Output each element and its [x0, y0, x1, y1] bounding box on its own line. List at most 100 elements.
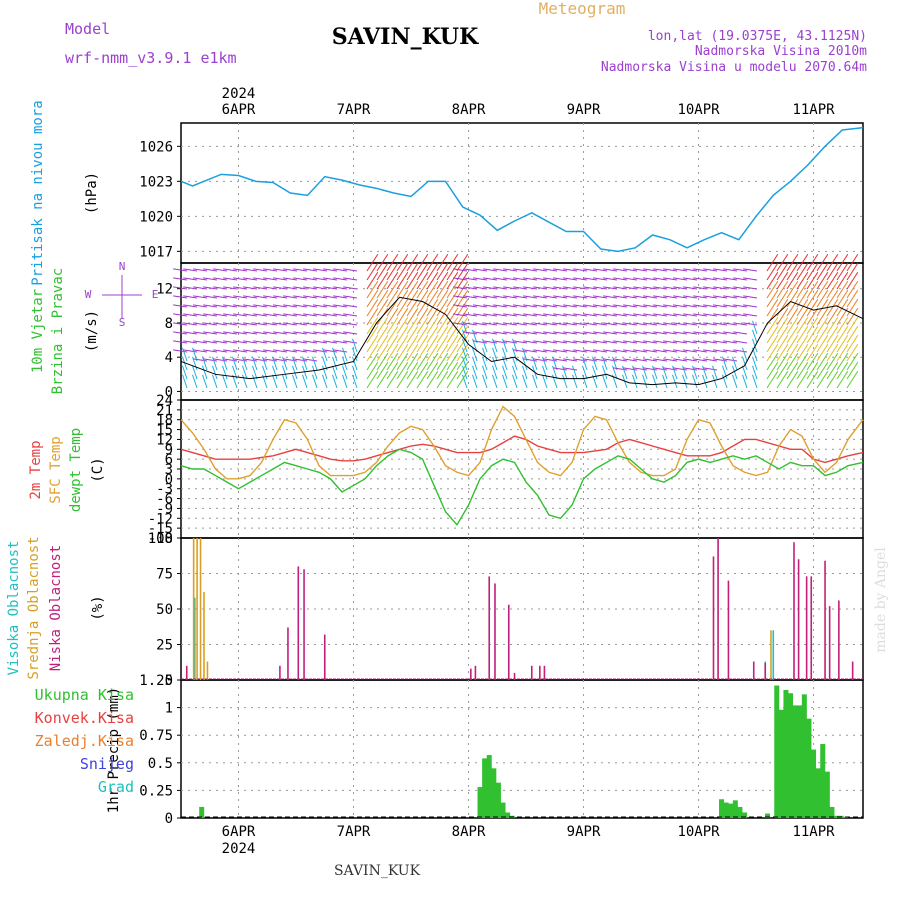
- wind-arrow: [473, 268, 488, 272]
- wind-arrow: [653, 295, 668, 299]
- wind-arrow: [796, 334, 809, 353]
- wind-arrow: [483, 268, 498, 272]
- wind-arrow: [633, 340, 648, 344]
- wind-arrow: [836, 343, 849, 362]
- y-tick-label: 0: [165, 472, 173, 488]
- wind-arrow: [366, 334, 379, 353]
- wind-arrow: [323, 268, 338, 272]
- wind-arrow: [683, 349, 698, 353]
- wind-arrow: [703, 349, 718, 353]
- wind-arrow: [682, 374, 688, 389]
- wind-arrow: [602, 374, 608, 389]
- wind-arrow: [573, 304, 588, 308]
- wind-arrow: [503, 340, 518, 344]
- wind-arrow: [613, 322, 628, 326]
- meteogram-title: Meteogram: [539, 0, 626, 18]
- wind-arrow: [416, 253, 429, 272]
- wind-arrow: [503, 304, 518, 308]
- wind-arrow: [473, 322, 488, 326]
- wind-arrow: [673, 349, 688, 353]
- wind-arrow: [703, 277, 718, 281]
- wind-arrow: [723, 349, 738, 353]
- wind-arrow: [703, 304, 718, 308]
- wind-arrow: [776, 361, 789, 380]
- wind-arrow: [653, 340, 668, 344]
- wind-arrow: [816, 316, 829, 335]
- wind-arrow: [713, 268, 728, 272]
- wind-arrow: [733, 331, 748, 335]
- wind-arrow: [543, 268, 558, 272]
- wind-arrow: [386, 352, 399, 371]
- wind-arrow: [796, 298, 809, 317]
- wind-arrow: [213, 313, 228, 317]
- wind-arrow: [283, 313, 298, 317]
- wind-arrow: [796, 343, 809, 362]
- wind-arrow: [776, 253, 789, 272]
- wind-arrow: [293, 268, 308, 272]
- y-tick-label: 75: [156, 567, 173, 583]
- wind-arrow: [816, 280, 829, 299]
- wind-arrow: [702, 374, 708, 389]
- wind-arrow: [483, 340, 498, 344]
- wind-arrow: [743, 286, 758, 290]
- wind-arrow: [553, 268, 568, 272]
- wind-arrow: [766, 316, 779, 335]
- wind-arrow: [426, 316, 439, 335]
- wind-arrow: [283, 322, 298, 326]
- wind-arrow: [376, 262, 389, 281]
- wind-arrow: [806, 370, 819, 389]
- wind-arrow: [643, 340, 658, 344]
- wind-arrow: [483, 331, 498, 335]
- wind-arrow: [436, 361, 449, 380]
- wind-arrow: [263, 349, 278, 353]
- wind-arrow: [343, 331, 358, 335]
- wind-arrow: [712, 365, 718, 380]
- x-tick-label-top: 11APR: [792, 102, 835, 118]
- wind-arrow: [743, 277, 758, 281]
- wind-arrow: [273, 322, 288, 326]
- wind-arrow: [272, 365, 278, 380]
- wind-arrow: [713, 304, 728, 308]
- wind-arrow: [313, 268, 328, 272]
- wind-arrow: [406, 343, 419, 362]
- wind-arrow: [233, 358, 248, 362]
- wind-ylabel-1: 10m Vjetar: [30, 289, 46, 373]
- wind-arrow: [796, 316, 809, 335]
- wind-arrow: [223, 286, 238, 290]
- wind-arrow: [406, 289, 419, 308]
- wind-arrow: [513, 313, 528, 317]
- wind-arrow: [282, 374, 288, 389]
- wind-arrow: [563, 277, 578, 281]
- wind-arrow: [376, 280, 389, 299]
- wind-arrow: [243, 358, 258, 362]
- wind-arrow: [796, 370, 809, 389]
- wind-arrow: [332, 374, 338, 389]
- wind-arrow: [573, 349, 588, 353]
- wind-arrow: [173, 322, 188, 326]
- wind-arrow: [223, 313, 238, 317]
- wind-arrow: [583, 340, 598, 344]
- wind-arrow: [816, 334, 829, 353]
- wind-arrow: [283, 358, 298, 362]
- wind-arrow: [303, 331, 318, 335]
- wind-arrow: [663, 367, 678, 371]
- wind-arrow: [653, 313, 668, 317]
- wind-arrow: [786, 370, 799, 389]
- wind-arrow: [333, 286, 348, 290]
- wind-arrow: [806, 271, 819, 290]
- wind-arrow: [563, 313, 578, 317]
- wind-arrow: [212, 374, 218, 389]
- wind-arrow: [683, 286, 698, 290]
- wind-arrow: [633, 304, 648, 308]
- elevation-text: Nadmorska Visina 2010m: [695, 44, 867, 59]
- wind-arrow: [223, 331, 238, 335]
- wind-arrow: [663, 286, 678, 290]
- precip-bar: [820, 744, 826, 818]
- wind-arrow: [583, 349, 598, 353]
- wind-arrow: [202, 374, 208, 389]
- wind-arrow: [806, 316, 819, 335]
- precip-bar: [486, 755, 492, 818]
- wind-arrow: [203, 349, 218, 353]
- wind-arrow: [493, 286, 508, 290]
- wind-arrow: [796, 271, 809, 290]
